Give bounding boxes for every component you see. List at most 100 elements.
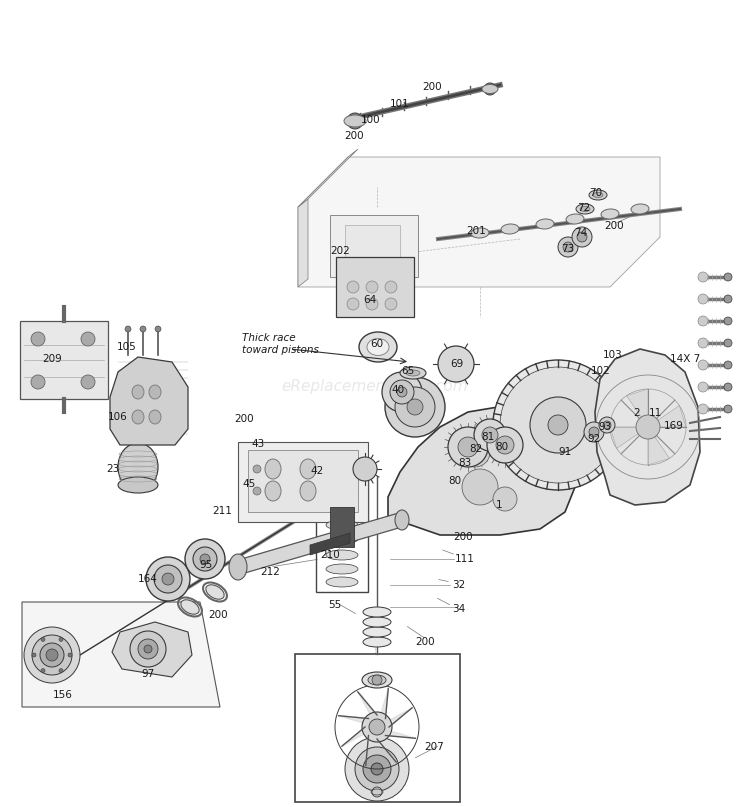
Ellipse shape xyxy=(576,204,594,214)
Bar xyxy=(330,215,418,277)
Circle shape xyxy=(458,437,478,457)
Ellipse shape xyxy=(326,520,358,530)
Text: 200: 200 xyxy=(453,532,472,542)
Circle shape xyxy=(577,232,587,242)
Text: 81: 81 xyxy=(482,432,495,442)
Text: 105: 105 xyxy=(117,342,136,352)
Text: Thick race
toward pistons: Thick race toward pistons xyxy=(242,333,319,355)
Circle shape xyxy=(724,273,732,281)
Text: 200: 200 xyxy=(234,414,254,424)
Circle shape xyxy=(125,326,131,332)
Circle shape xyxy=(493,360,623,490)
Ellipse shape xyxy=(362,672,392,688)
Polygon shape xyxy=(298,149,358,207)
Circle shape xyxy=(253,465,261,473)
Circle shape xyxy=(698,272,708,282)
Circle shape xyxy=(500,367,616,483)
Circle shape xyxy=(347,113,363,129)
Text: 93: 93 xyxy=(598,422,612,432)
Ellipse shape xyxy=(300,481,316,501)
Polygon shape xyxy=(377,708,412,727)
Text: 82: 82 xyxy=(470,444,483,454)
Polygon shape xyxy=(377,688,388,727)
Circle shape xyxy=(530,397,586,453)
Text: 45: 45 xyxy=(242,479,256,489)
Text: 169: 169 xyxy=(664,421,684,431)
Circle shape xyxy=(448,427,488,467)
Text: 202: 202 xyxy=(330,246,350,256)
Circle shape xyxy=(724,339,732,347)
Polygon shape xyxy=(648,427,670,465)
Circle shape xyxy=(407,399,423,415)
Polygon shape xyxy=(310,533,350,555)
Circle shape xyxy=(353,457,377,481)
Circle shape xyxy=(193,547,217,571)
Text: 14X 7: 14X 7 xyxy=(670,354,700,364)
Circle shape xyxy=(32,635,72,675)
Ellipse shape xyxy=(482,85,498,94)
Ellipse shape xyxy=(326,487,358,497)
Text: 211: 211 xyxy=(212,506,232,516)
Ellipse shape xyxy=(536,219,554,229)
Circle shape xyxy=(362,712,392,742)
Polygon shape xyxy=(298,157,660,287)
Text: 80: 80 xyxy=(496,442,508,452)
Circle shape xyxy=(698,316,708,326)
Text: 69: 69 xyxy=(450,359,464,369)
Text: 80: 80 xyxy=(448,476,461,486)
Circle shape xyxy=(698,338,708,348)
Ellipse shape xyxy=(501,224,519,234)
Circle shape xyxy=(724,295,732,303)
Circle shape xyxy=(496,436,514,454)
Bar xyxy=(336,257,414,317)
Circle shape xyxy=(130,631,166,667)
Circle shape xyxy=(41,638,45,642)
Text: 106: 106 xyxy=(108,412,128,422)
Ellipse shape xyxy=(300,459,316,479)
Bar xyxy=(238,442,368,522)
Circle shape xyxy=(572,227,592,247)
Ellipse shape xyxy=(601,209,619,219)
Ellipse shape xyxy=(631,204,649,214)
Text: 72: 72 xyxy=(578,203,591,213)
Circle shape xyxy=(474,419,506,451)
Text: 111: 111 xyxy=(455,554,475,564)
Circle shape xyxy=(599,417,615,433)
Ellipse shape xyxy=(265,459,281,479)
Circle shape xyxy=(32,653,36,657)
Text: eReplacementParts.com: eReplacementParts.com xyxy=(282,379,468,395)
Ellipse shape xyxy=(206,585,224,600)
Text: 64: 64 xyxy=(363,295,376,305)
Text: 74: 74 xyxy=(574,228,588,238)
Text: 200: 200 xyxy=(604,221,624,231)
Text: 43: 43 xyxy=(251,439,265,449)
Circle shape xyxy=(363,755,391,783)
Circle shape xyxy=(185,539,225,579)
Circle shape xyxy=(200,554,210,564)
Circle shape xyxy=(397,387,407,397)
Circle shape xyxy=(698,360,708,370)
Polygon shape xyxy=(358,692,377,727)
Text: 73: 73 xyxy=(561,244,574,254)
Circle shape xyxy=(81,332,95,346)
Text: 200: 200 xyxy=(416,637,435,647)
Polygon shape xyxy=(388,407,575,535)
Ellipse shape xyxy=(363,607,391,617)
Circle shape xyxy=(603,421,611,429)
Text: 200: 200 xyxy=(422,82,442,92)
Text: 83: 83 xyxy=(458,458,472,468)
Circle shape xyxy=(385,298,397,310)
Circle shape xyxy=(345,737,409,801)
Text: 11: 11 xyxy=(648,408,662,418)
Text: 100: 100 xyxy=(362,115,381,125)
Circle shape xyxy=(355,747,399,791)
Circle shape xyxy=(493,487,517,511)
Circle shape xyxy=(140,326,146,332)
Circle shape xyxy=(460,437,490,467)
Text: 40: 40 xyxy=(392,385,404,395)
Circle shape xyxy=(59,638,63,642)
Ellipse shape xyxy=(589,190,607,200)
Ellipse shape xyxy=(132,385,144,399)
Bar xyxy=(330,507,354,547)
Text: 92: 92 xyxy=(587,434,601,444)
